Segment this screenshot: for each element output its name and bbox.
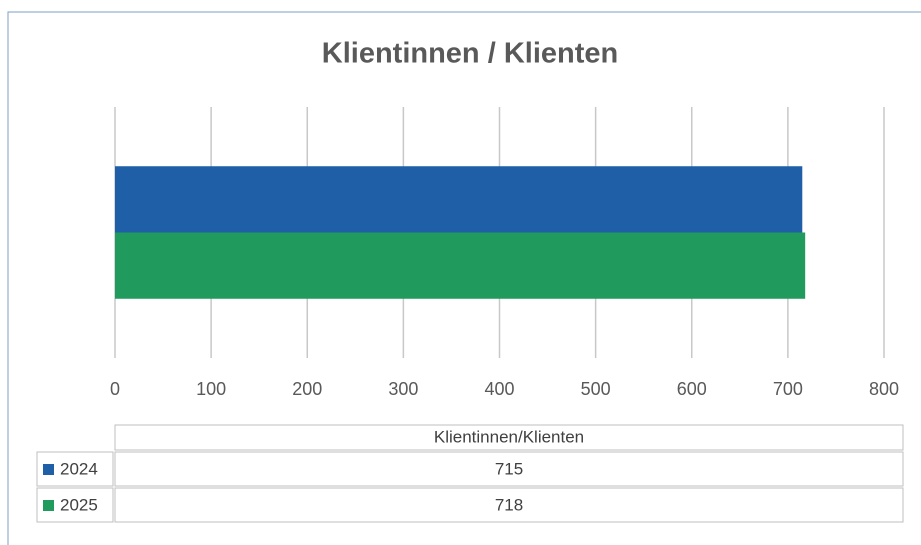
table-cell: [114, 424, 904, 451]
x-tick-label: 500: [581, 379, 611, 399]
x-tick-label: 800: [869, 379, 899, 399]
legend-swatch: [43, 500, 54, 511]
table-cell: [114, 451, 904, 487]
chart-title: Klientinnen / Klienten: [322, 38, 618, 70]
x-tick-label: 700: [773, 379, 803, 399]
table-value: 715: [495, 459, 523, 478]
x-tick-label: 300: [388, 379, 418, 399]
table-value: 718: [495, 495, 523, 514]
bar: [115, 166, 803, 233]
chart-border: [7, 11, 921, 545]
table-cell: [36, 487, 114, 523]
legend-label: 2025: [60, 495, 98, 514]
legend-swatch: [43, 464, 54, 475]
table-cell: [36, 451, 114, 487]
x-tick-label: 400: [484, 379, 514, 399]
x-tick-label: 0: [110, 379, 120, 399]
bar: [115, 232, 806, 299]
x-tick-label: 600: [677, 379, 707, 399]
x-tick-label: 200: [292, 379, 322, 399]
table-cell: [114, 487, 904, 523]
x-tick-label: 100: [196, 379, 226, 399]
table-header: Klientinnen/Klienten: [434, 427, 584, 446]
legend-label: 2024: [60, 459, 98, 478]
